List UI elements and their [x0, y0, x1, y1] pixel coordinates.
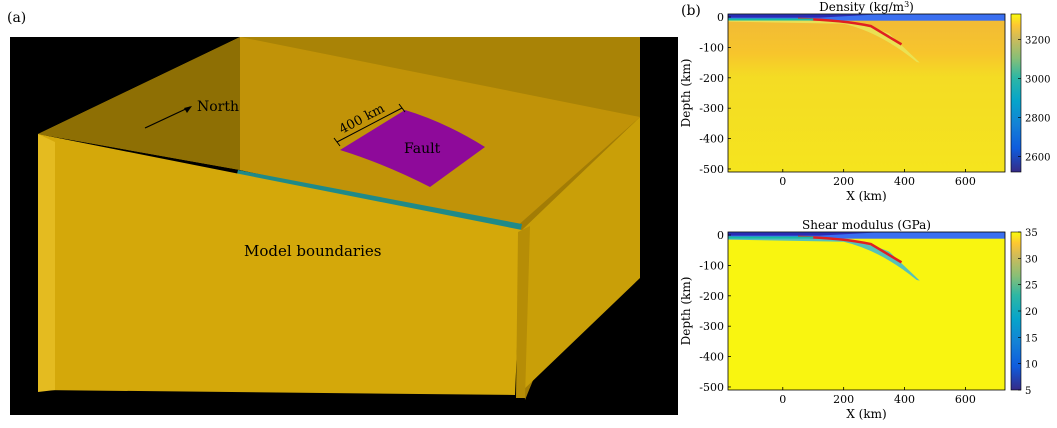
colorbar-tick-label: 2600	[1025, 152, 1050, 163]
colorbar-tick-label: 3200	[1025, 35, 1050, 46]
x-tick-label: 400	[894, 175, 915, 188]
colorbar-tick-label: 35	[1025, 228, 1038, 239]
panel-a-label: (a)	[7, 10, 27, 26]
chart-2: Depth (km)	[679, 231, 1022, 391]
front-wall-left-bevel	[38, 134, 55, 392]
colorbar-tick-label: 2800	[1025, 113, 1050, 124]
boundaries-label: Model boundaries	[244, 242, 381, 260]
heatmap-field	[728, 232, 1005, 390]
x-tick-label: 0	[779, 175, 786, 188]
colorbar-tick-label: 5	[1025, 386, 1031, 397]
heatmap-slab	[728, 236, 920, 281]
heatmap-ocean-layer	[728, 232, 1005, 239]
panel-b: (b) Depth (km) Density (kg/m3) 0 200 400 60	[676, 0, 1057, 428]
front-wall	[38, 134, 522, 395]
scale-bar-tick-right	[398, 103, 406, 113]
colorbar-tick-label: 15	[1025, 333, 1038, 344]
north-label: North	[197, 99, 239, 115]
scale-bar	[336, 107, 403, 143]
panel-b-label: (b)	[681, 3, 701, 19]
chart-1: Depth (km) Density (kg/m3)	[679, 0, 1022, 173]
y-axis-label: Depth (km)	[679, 59, 693, 128]
north-arrow-head	[184, 106, 192, 113]
y-tick-label: -300	[699, 102, 724, 115]
north-arrow	[144, 106, 191, 129]
x-tick-label: 600	[955, 175, 976, 188]
x-tick-label: 400	[894, 393, 915, 406]
scale-bar-tick-left	[333, 137, 341, 147]
colorbar-tick-label: 10	[1025, 360, 1038, 371]
y-axis-label: Depth (km)	[679, 277, 693, 346]
y-tick-label: 0	[717, 229, 724, 242]
y-tick-label: -400	[699, 351, 724, 364]
y-tick-label: 0	[717, 11, 724, 24]
y-tick-label: -200	[699, 72, 724, 85]
left-wall-inner	[38, 37, 240, 170]
fault-label: Fault	[404, 141, 441, 157]
front-wall-right	[518, 117, 640, 395]
chart-title: Shear modulus (GPa)	[802, 218, 931, 232]
y-tick-label: -200	[699, 290, 724, 303]
colorbar-tick-label: 3000	[1025, 74, 1050, 85]
chart-title: Density (kg/m3)	[819, 0, 914, 14]
panel-a: (a) North 400 km Fault Model boundaries	[7, 10, 678, 415]
colorbar	[1010, 13, 1022, 173]
plot-frame	[727, 231, 1006, 391]
y-tick-label: -500	[699, 381, 724, 394]
heatmap-slab	[728, 18, 920, 63]
x-tick-label: 600	[955, 393, 976, 406]
x-axis-label: X (km)	[846, 407, 886, 421]
x-tick-label: 200	[833, 175, 854, 188]
y-tick-label: -100	[699, 259, 724, 272]
heatmap-ocean-layer	[728, 14, 1005, 21]
y-tick-label: -300	[699, 320, 724, 333]
y-tick-label: -500	[699, 163, 724, 176]
y-tick-label: -400	[699, 133, 724, 146]
x-axis-label: X (km)	[846, 189, 886, 203]
colorbar-tick-label: 20	[1025, 307, 1038, 318]
fault-surface	[340, 110, 485, 187]
heatmap-shallow-layer	[728, 232, 875, 236]
x-tick-label: 0	[779, 393, 786, 406]
colorbar-tick-label: 30	[1025, 254, 1038, 265]
panel-b-charts: Depth (km)Density (kg/m3)0 200 400 6000-100…	[679, 0, 1050, 421]
y-tick-label: -100	[699, 41, 724, 54]
colorbar-tick-label: 25	[1025, 281, 1038, 292]
heatmap-shallow-layer	[728, 14, 875, 18]
x-tick-label: 200	[833, 393, 854, 406]
front-wall-right-bevel	[516, 226, 530, 398]
heatmap-field	[728, 14, 1005, 172]
model-3d-view: North 400 km Fault Model boundaries	[10, 37, 678, 415]
plot-frame	[727, 13, 1006, 173]
